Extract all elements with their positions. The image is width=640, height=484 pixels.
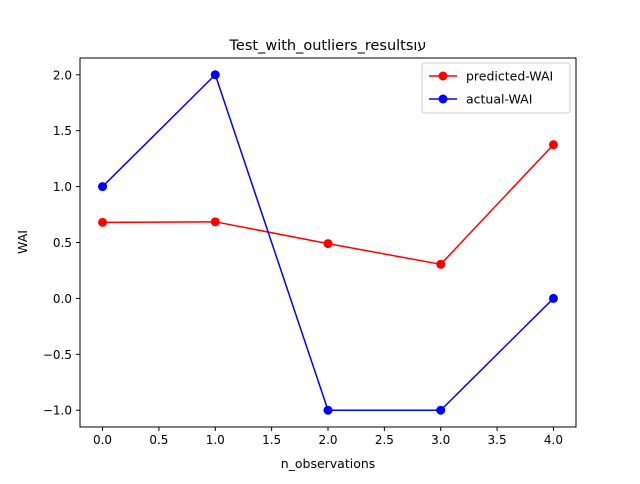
x-tick-label: 2.5 bbox=[375, 433, 394, 447]
data-point-predicted-wai bbox=[548, 140, 558, 150]
data-point-predicted-wai bbox=[323, 239, 333, 249]
data-point-actual-wai bbox=[548, 293, 558, 303]
y-tick-label: −1.0 bbox=[43, 404, 72, 418]
y-tick-label: 2.0 bbox=[53, 68, 72, 82]
legend-label-actual: actual-WAI bbox=[466, 92, 532, 107]
data-point-actual-wai bbox=[210, 70, 220, 80]
y-tick-label: 1.0 bbox=[53, 180, 72, 194]
y-axis-ticks: −1.0 −0.5 0.0 0.5 1.0 1.5 2.0 bbox=[43, 68, 80, 418]
data-point-actual-wai bbox=[323, 405, 333, 415]
legend-marker-actual bbox=[438, 94, 448, 104]
x-tick-label: 1.0 bbox=[206, 433, 225, 447]
x-tick-label: 1.5 bbox=[262, 433, 281, 447]
x-tick-label: 3.5 bbox=[488, 433, 507, 447]
x-axis-label: n_observations bbox=[281, 456, 376, 471]
y-tick-label: 0.0 bbox=[53, 292, 72, 306]
legend-label-predicted: predicted-WAI bbox=[466, 69, 553, 84]
x-tick-label: 2.0 bbox=[318, 433, 337, 447]
x-axis-ticks: 0.0 0.5 1.0 1.5 2.0 2.5 3.0 3.5 4.0 bbox=[93, 427, 563, 447]
x-tick-label: 3.0 bbox=[431, 433, 450, 447]
series-layer bbox=[98, 70, 558, 415]
x-tick-label: 0.0 bbox=[93, 433, 112, 447]
x-tick-label: 0.5 bbox=[149, 433, 168, 447]
y-tick-label: 1.5 bbox=[53, 124, 72, 138]
data-point-actual-wai bbox=[98, 182, 108, 192]
legend-box bbox=[421, 62, 571, 114]
data-point-predicted-wai bbox=[98, 217, 108, 227]
plot-area-frame bbox=[79, 57, 577, 428]
y-axis-label: WAI bbox=[15, 230, 30, 254]
legend: predicted-WAI actual-WAI bbox=[421, 62, 571, 114]
legend-marker-predicted bbox=[438, 71, 448, 81]
data-point-predicted-wai bbox=[210, 217, 220, 227]
x-tick-label: 4.0 bbox=[544, 433, 563, 447]
chart-title: Test_with_outliers_resultsעו bbox=[229, 38, 427, 54]
y-tick-label: 0.5 bbox=[53, 236, 72, 250]
data-point-actual-wai bbox=[436, 405, 446, 415]
data-point-predicted-wai bbox=[436, 259, 446, 269]
y-tick-label: −0.5 bbox=[43, 348, 72, 362]
